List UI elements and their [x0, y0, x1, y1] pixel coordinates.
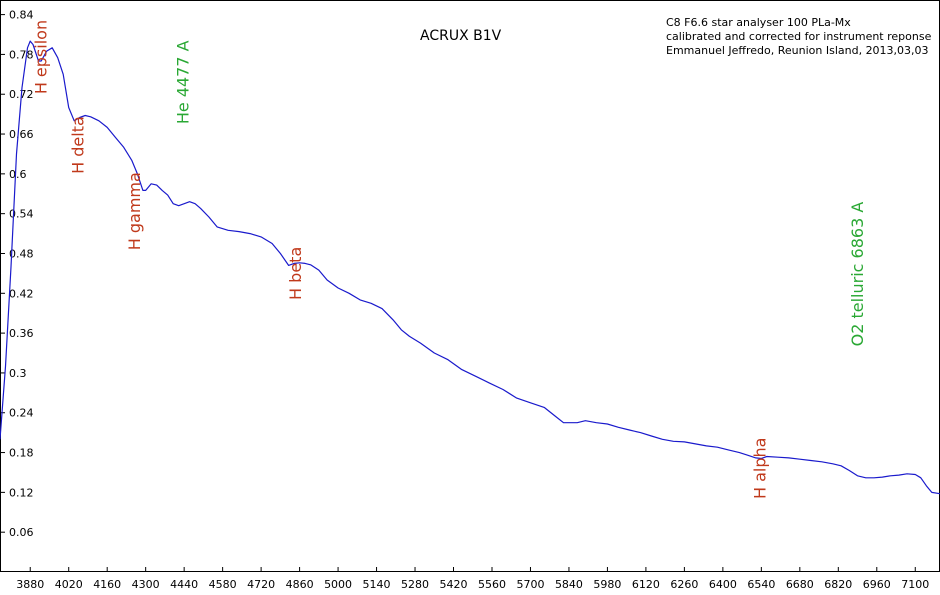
x-tick-label: 3880: [16, 578, 44, 591]
annotation-label: He 4477 A: [173, 40, 192, 124]
x-tick-label: 6260: [670, 578, 698, 591]
annotation-label: H alpha: [751, 438, 770, 499]
x-tick-label: 5980: [593, 578, 621, 591]
x-tick-label: 5420: [440, 578, 468, 591]
y-tick-label: 0.24: [9, 407, 34, 420]
x-tick-label: 5000: [324, 578, 352, 591]
x-tick-label: 5140: [363, 578, 391, 591]
x-tick-label: 6540: [747, 578, 775, 591]
y-axis: 0.06 0.12 0.18 0.24 0.3 0.36 0.42 0.48 0.54 0.6 0.…: [0, 9, 34, 539]
x-tick-label: 4860: [286, 578, 314, 591]
annotation-label: H gamma: [125, 172, 144, 250]
x-tick-label: 6400: [709, 578, 737, 591]
x-tick-label: 4440: [170, 578, 198, 591]
info-line-1: C8 F6.6 star analyser 100 PLa-Mx: [666, 16, 851, 29]
x-tick-label: 4020: [55, 578, 83, 591]
y-tick-label: 0.66: [9, 128, 34, 141]
y-tick-label: 0.36: [9, 327, 34, 340]
y-tick-label: 0.42: [9, 287, 34, 300]
y-tick-label: 0.48: [9, 247, 34, 260]
y-tick-label: 0.18: [9, 447, 34, 460]
y-tick-label: 0.6: [9, 168, 27, 181]
y-tick-label: 0.3: [9, 367, 27, 380]
spectrum-series: [0, 40, 940, 495]
y-tick-label: 0.06: [9, 526, 34, 539]
x-tick-label: 5840: [555, 578, 583, 591]
annotation-label: H epsilon: [32, 20, 51, 94]
spectrum-line: [0, 40, 940, 495]
info-block: C8 F6.6 star analyser 100 PLa-Mx calibra…: [666, 16, 932, 57]
x-tick-label: 6680: [786, 578, 814, 591]
x-tick-label: 4580: [209, 578, 237, 591]
x-axis: 3880 4020 4160 4300 4440 4580 4720 4860 5000 5140…: [16, 567, 929, 591]
x-tick-label: 4720: [247, 578, 275, 591]
x-tick-label: 6960: [863, 578, 891, 591]
y-tick-label: 0.84: [9, 9, 34, 22]
x-tick-label: 7100: [901, 578, 929, 591]
x-tick-label: 5700: [516, 578, 544, 591]
annotation-label: H delta: [69, 116, 88, 174]
x-tick-label: 4300: [132, 578, 160, 591]
x-tick-label: 5560: [478, 578, 506, 591]
x-tick-label: 5280: [401, 578, 429, 591]
y-tick-label: 0.78: [9, 48, 34, 61]
line-annotations: H epsilon H delta H gamma He 4477 A H beta H …: [32, 20, 867, 499]
x-tick-label: 4160: [93, 578, 121, 591]
chart-title: ACRUX B1V: [420, 28, 502, 44]
x-tick-label: 6120: [632, 578, 660, 591]
x-tick-label: 6820: [824, 578, 852, 591]
y-tick-label: 0.12: [9, 486, 34, 499]
info-line-2: calibrated and corrected for instrument …: [666, 30, 932, 43]
y-tick-label: 0.54: [9, 208, 34, 221]
info-line-3: Emmanuel Jeffredo, Reunion Island, 2013,…: [666, 44, 929, 57]
annotation-label: O2 telluric 6863 A: [848, 202, 867, 347]
annotation-label: H beta: [286, 247, 305, 300]
plot-area: [0, 0, 940, 572]
